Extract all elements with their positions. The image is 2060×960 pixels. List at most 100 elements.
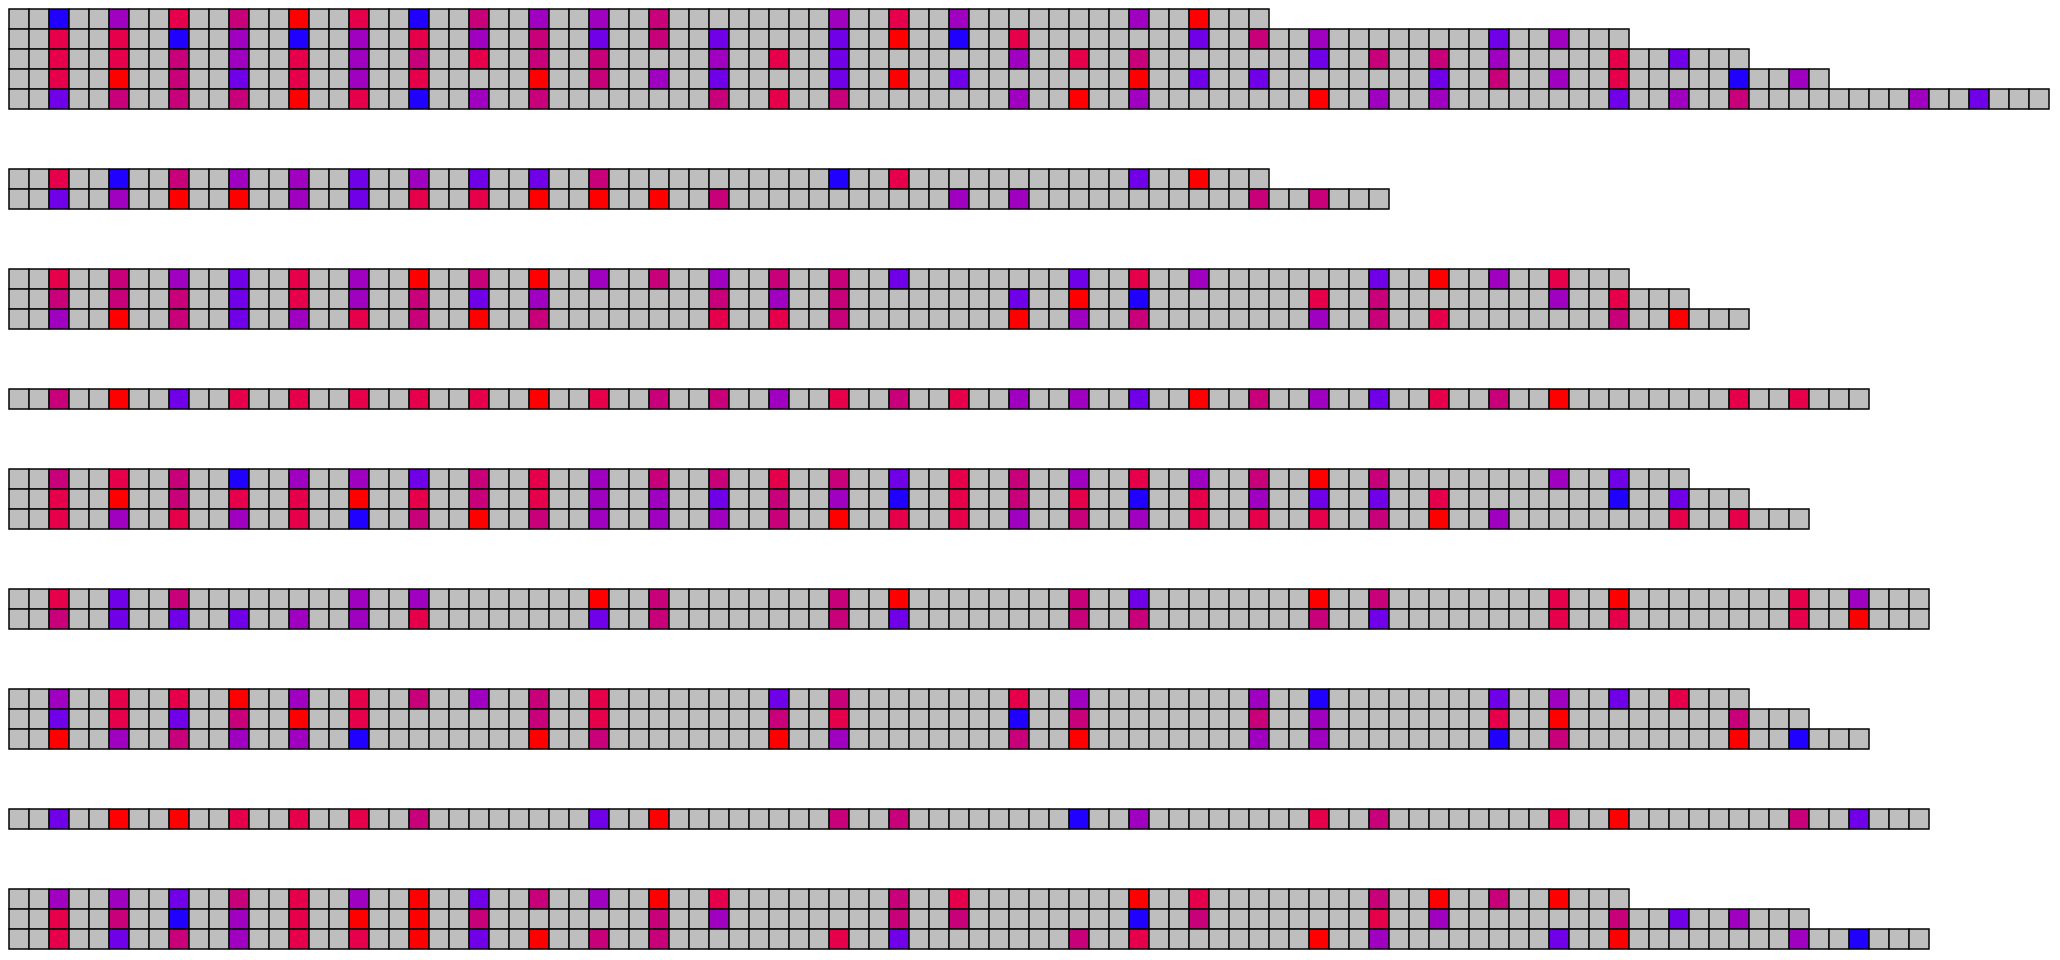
colored-cell [1668,48,1690,70]
cell [1288,188,1310,210]
colored-cell [168,288,190,310]
cell-group [8,168,1390,210]
cell [708,808,730,830]
cell [1748,908,1770,930]
cell [1488,288,1510,310]
cell [608,48,630,70]
cell [908,928,930,950]
cell [628,928,650,950]
cell [1348,708,1370,730]
cell [1208,8,1230,30]
cell [728,928,750,950]
cell [1168,288,1190,310]
cell-group [8,388,1870,410]
cell [1048,8,1070,30]
cell [748,8,770,30]
colored-cell [288,608,310,630]
cell [1468,48,1490,70]
cell [388,888,410,910]
cell [28,288,50,310]
cell [208,288,230,310]
cell [628,708,650,730]
cell [428,508,450,530]
colored-cell [408,468,430,490]
colored-cell [588,928,610,950]
colored-cell [528,88,550,110]
colored-cell [1368,588,1390,610]
cell [148,728,170,750]
cell [1428,688,1450,710]
cell [128,688,150,710]
cell [588,308,610,330]
cell [1268,808,1290,830]
cell-group [8,268,1750,330]
cell [428,728,450,750]
cell [748,288,770,310]
colored-cell [348,168,370,190]
colored-cell [588,888,610,910]
colored-cell [768,48,790,70]
cell [1408,908,1430,930]
cell [1248,8,1270,30]
colored-cell [1248,68,1270,90]
cell [1228,888,1250,910]
cell [1388,688,1410,710]
cell [828,908,850,930]
cell [928,88,950,110]
cell [368,8,390,30]
cell [148,688,170,710]
cell [1688,708,1710,730]
cell [308,728,330,750]
cell [628,8,650,30]
cell [328,268,350,290]
cell [448,388,470,410]
cell [1388,388,1410,410]
colored-cell [1128,288,1150,310]
cell [308,188,330,210]
cell [1108,708,1130,730]
cell [608,8,630,30]
cell [468,68,490,90]
cell [668,88,690,110]
colored-cell [228,908,250,930]
cell [468,708,490,730]
cell [808,268,830,290]
cell [1668,928,1690,950]
cell [28,8,50,30]
colored-cell [768,288,790,310]
cell [868,928,890,950]
colored-cell [228,708,250,730]
cell [788,468,810,490]
colored-cell [1128,488,1150,510]
cell [688,288,710,310]
cell [768,8,790,30]
colored-cell [708,508,730,530]
cell [1388,488,1410,510]
cell [1028,288,1050,310]
cell [928,508,950,530]
cell [1388,288,1410,310]
cell [1708,68,1730,90]
cell [368,388,390,410]
cell [1388,728,1410,750]
cell [1608,508,1630,530]
cell [728,728,750,750]
colored-cell [408,808,430,830]
colored-cell [1308,508,1330,530]
colored-cell [828,508,850,530]
cell [788,888,810,910]
cell [28,88,50,110]
cell [548,488,570,510]
cell [28,48,50,70]
colored-cell [528,728,550,750]
colored-cell [408,928,430,950]
cell [1188,88,1210,110]
cell [1228,488,1250,510]
colored-cell [1728,88,1750,110]
cell [1028,708,1050,730]
cell [128,608,150,630]
cell [368,308,390,330]
colored-cell [1308,688,1330,710]
cell [1648,688,1670,710]
cell [1228,308,1250,330]
